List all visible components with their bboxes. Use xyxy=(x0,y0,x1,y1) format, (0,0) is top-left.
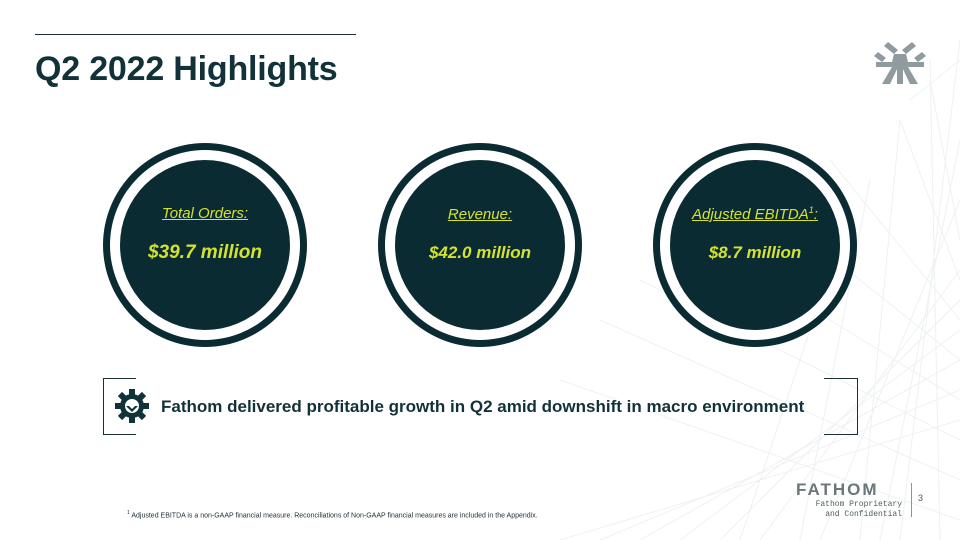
callout-bracket-left xyxy=(103,378,136,435)
title-rule xyxy=(35,34,356,35)
metric-label: Total Orders: xyxy=(161,204,249,222)
footnote-marker: 1 xyxy=(808,205,814,215)
metric-label: Adjusted EBITDA1: xyxy=(692,205,818,223)
footer-divider xyxy=(911,483,912,517)
metric-value: $42.0 million xyxy=(428,242,532,262)
metric-value: $39.7 million xyxy=(147,241,263,263)
callout-statement: Fathom delivered profitable growth in Q2… xyxy=(161,397,805,416)
confidential-notice: Fathom Proprietary and Confidential xyxy=(815,500,902,519)
page-title: Q2 2022 Highlights xyxy=(35,50,338,88)
footnote: 1 Adjusted EBITDA is a non-GAAP financia… xyxy=(127,510,538,520)
metric-value: $8.7 million xyxy=(708,243,802,262)
metric-circle-revenue: Revenue: $42.0 million xyxy=(378,143,582,347)
fathom-logo-icon xyxy=(874,42,926,84)
callout-bracket-right xyxy=(824,378,858,435)
page-number: 3 xyxy=(918,493,924,503)
svg-text:FATHOM: FATHOM xyxy=(796,480,879,498)
metric-circle-adjusted-ebitda: Adjusted EBITDA1: $8.7 million xyxy=(653,143,857,347)
fathom-wordmark: FATHOM xyxy=(796,480,879,498)
metric-circle-total-orders: Total Orders: $39.7 million xyxy=(103,143,307,347)
metric-label: Revenue: xyxy=(447,205,513,223)
gear-icon xyxy=(115,389,149,423)
